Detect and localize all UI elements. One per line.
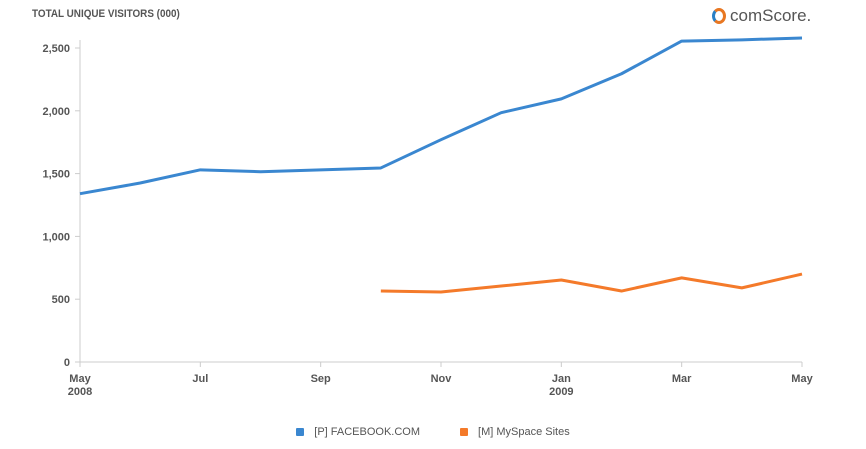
legend-swatch-myspace — [460, 428, 469, 436]
x-tick-label: Nov — [431, 373, 453, 385]
series-line-facebook — [79, 36, 803, 196]
series-line-myspace — [380, 272, 803, 294]
x-tick-sublabel: 2008 — [68, 386, 92, 398]
x-tick-label: Mar — [672, 373, 692, 385]
chart-title: TOTAL UNIQUE VISITORS (000) — [32, 8, 180, 20]
legend-label: [M] MySpace Sites — [478, 426, 570, 438]
x-tick-sublabel: 2009 — [549, 386, 573, 398]
x-tick-label: Sep — [311, 373, 331, 385]
logo-text: comScore. — [730, 6, 812, 25]
y-tick-label: 2,000 — [42, 106, 70, 118]
legend-swatch-facebook — [296, 428, 305, 436]
x-tick-label: Jul — [192, 373, 208, 385]
y-tick-label: 2,500 — [42, 43, 70, 55]
legend-item-myspace[interactable]: [M] MySpace Sites — [460, 426, 570, 438]
x-tick-label: May — [791, 373, 813, 385]
y-tick-label: 500 — [52, 294, 70, 306]
legend-item-facebook[interactable]: [P] FACEBOOK.COM — [296, 426, 420, 438]
y-tick-label: 1,500 — [42, 169, 70, 181]
y-tick-label: 1,000 — [42, 231, 70, 243]
comscore-logo: comScore. — [712, 6, 811, 26]
x-tick-label: May — [69, 373, 91, 385]
legend-label: [P] FACEBOOK.COM — [314, 426, 421, 438]
y-tick-label: 0 — [64, 357, 70, 369]
comscore-logo-icon — [712, 8, 726, 24]
x-tick-label: Jan — [552, 373, 571, 385]
legend: [P] FACEBOOK.COM [M] MySpace Sites — [0, 426, 866, 438]
